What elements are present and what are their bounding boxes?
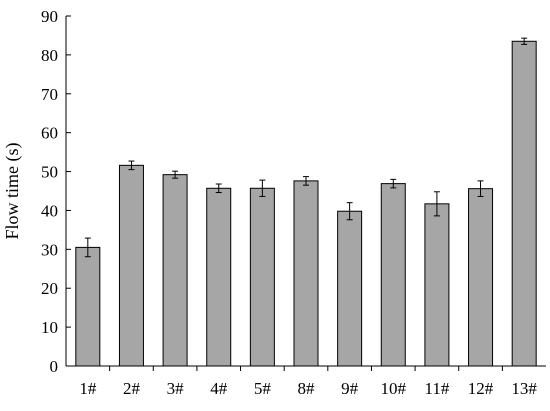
bar-1# [75, 246, 101, 367]
bar-10# [380, 183, 406, 367]
y-tick-label: 40 [41, 201, 58, 220]
bar-2# [118, 164, 144, 367]
x-axis-tick-labels: 1# 2# 3# 4# 5# 8# 9# 10# 11# 12# 13# [79, 379, 537, 398]
x-tick-label: 1# [79, 379, 97, 398]
y-tick-label: 0 [50, 357, 59, 376]
bar-12# [468, 188, 494, 367]
bar-9# [337, 210, 363, 367]
bar-4# [206, 187, 232, 367]
y-tick-label: 60 [41, 124, 58, 143]
y-tick-label: 70 [41, 85, 58, 104]
bar-13# [511, 40, 537, 367]
x-tick-label: 2# [123, 379, 141, 398]
x-tick-label: 13# [511, 379, 537, 398]
y-tick-label: 30 [41, 240, 58, 259]
y-tick-label: 80 [41, 46, 58, 65]
x-tick-label: 4# [210, 379, 228, 398]
y-tick-label: 20 [41, 279, 58, 298]
y-tick-label: 10 [41, 318, 58, 337]
x-tick-label: 8# [298, 379, 316, 398]
bar-8# [293, 180, 319, 367]
x-tick-label: 12# [468, 379, 494, 398]
bars-group [75, 40, 537, 367]
x-tick-label: 5# [254, 379, 272, 398]
y-tick-label: 50 [41, 163, 58, 182]
bar-11# [424, 203, 450, 367]
error-bars-group [84, 37, 528, 258]
bar-3# [162, 174, 188, 367]
y-axis-ticks: 0 10 20 30 40 50 60 70 80 90 [41, 7, 503, 376]
y-tick-label: 90 [41, 7, 58, 26]
x-tick-label: 9# [341, 379, 359, 398]
y-axis-title: Flow time (s) [2, 142, 23, 239]
bar-5# [249, 187, 275, 367]
x-tick-label: 11# [424, 379, 449, 398]
x-tick-label: 10# [381, 379, 407, 398]
x-tick-label: 3# [167, 379, 185, 398]
